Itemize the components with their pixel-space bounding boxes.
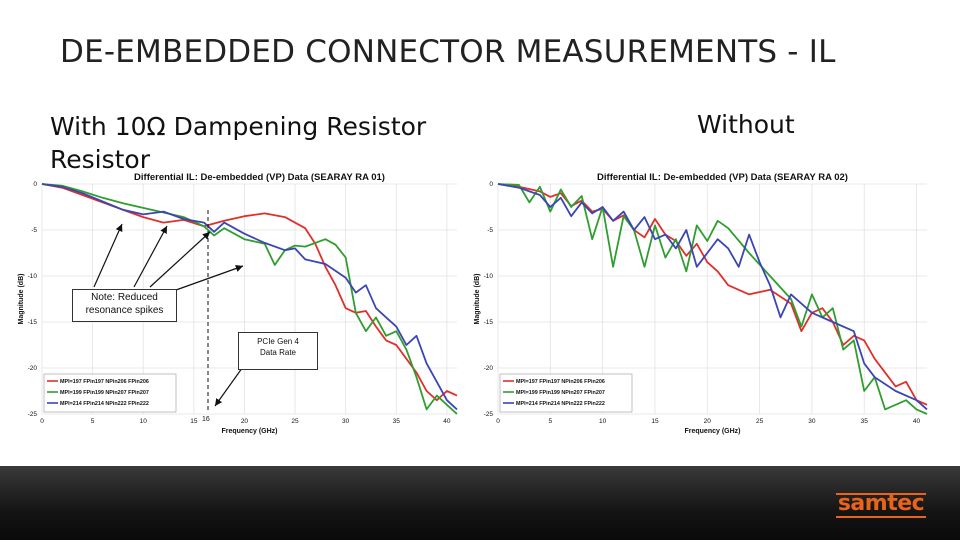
x-tick-label: 20 [241,418,249,425]
x-tick-label: 15 [651,418,659,425]
x-tick-label: 15 [190,418,198,425]
right-chart-svg: Differential IL: De-embedded (VP) Data (… [474,172,928,435]
legend: MPI=197 FPin197 NPin206 FPin206 MPI=199 F… [499,373,633,413]
note-box: Note: Reduced resonance spikes [72,289,177,322]
left-chart: Differential IL: De-embedded (VP) Data (… [14,172,462,438]
x-tick-label: 0 [40,418,44,425]
logo-bar-bottom [836,516,926,518]
x-tick-label: 30 [342,418,350,425]
pcie-box: PCIe Gen 4 Data Rate [238,332,318,370]
y-tick-label: 0 [489,181,493,188]
series-line-3 [41,183,458,411]
y-tick-label: -20 [484,365,494,372]
x-tick-label: 25 [756,418,764,425]
y-tick-label: -5 [31,227,37,234]
chart-title: Differential IL: De-embedded (VP) Data (… [134,172,385,183]
logo-bar-top [836,493,926,495]
legend: MPI=197 FPin197 NPin206 FPin206 MPI=199 F… [43,373,177,413]
y-tick-label: -10 [28,273,38,280]
left-caption-line2: Resistor [50,145,150,174]
x-tick-label: 5 [549,418,553,425]
y-tick-label: -15 [484,319,494,326]
logo-text: samtec [837,491,925,516]
series-line-1 [497,183,928,406]
legend-label: MPI=197 FPin197 NPin206 FPin206 [60,379,149,385]
y-axis-label: Magnitude (dB) [474,274,481,325]
y-tick-label: -20 [28,365,38,372]
right-chart: Differential IL: De-embedded (VP) Data (… [468,170,930,442]
legend-box [499,373,633,413]
x-tick-label: 30 [808,418,816,425]
left-caption-line1: With 10Ω Dampening Resistor [50,112,427,141]
pcie-line2: Data Rate [259,348,297,357]
slide-title: DE-EMBEDDED CONNECTOR MEASUREMENTS - IL [60,34,836,70]
x-tick-label: 20 [704,418,712,425]
left-caption: With 10Ω Dampening Resistor Resistor [50,110,490,176]
series-line-3 [497,183,928,411]
x-tick-label: 40 [443,418,451,425]
x-axis-label: Frequency (GHz) [221,428,277,435]
y-tick-label: -5 [487,227,493,234]
y-tick-label: -25 [28,411,38,418]
y-tick-label: -15 [28,319,38,326]
pcie-line1: PCIe Gen 4 [257,337,299,346]
legend-label: MPI=214 FPin214 NPin222 FPin222 [60,401,149,407]
x-tick-label: 35 [861,418,869,425]
footer-bar [0,466,960,540]
y-tick-label: -10 [484,273,494,280]
legend-label: MPI=197 FPin197 NPin206 FPin206 [516,379,605,385]
samtec-logo: samtec [834,491,928,519]
y-tick-label: -25 [484,411,494,418]
legend-label: MPI=199 FPin199 NPin207 FPin207 [60,390,149,396]
x-tick-label: 35 [393,418,401,425]
x-axis-label: Frequency (GHz) [684,428,740,435]
x-tick-label: 10 [599,418,607,425]
right-caption: Without [697,110,795,139]
legend-label: MPI=199 FPin199 NPin207 FPin207 [516,390,605,396]
y-axis-label: Magnitude (dB) [18,274,25,325]
pcie-marker-label: 16 [202,416,210,423]
series-line-2 [41,183,458,415]
x-tick-label: 10 [140,418,148,425]
legend-label: MPI=214 FPin214 NPin222 FPin222 [516,401,605,407]
x-tick-label: 5 [91,418,95,425]
series-line-2 [497,183,928,415]
legend-box [43,373,177,413]
x-tick-label: 25 [291,418,299,425]
chart-title: Differential IL: De-embedded (VP) Data (… [597,172,848,183]
x-tick-label: 40 [913,418,921,425]
x-tick-label: 0 [496,418,500,425]
y-tick-label: 0 [33,181,37,188]
